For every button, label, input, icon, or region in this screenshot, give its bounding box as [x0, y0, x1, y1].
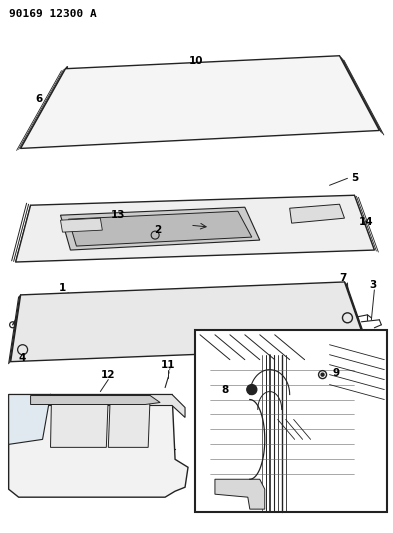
- Text: 3: 3: [370, 280, 377, 290]
- Text: 90169 12300 A: 90169 12300 A: [9, 9, 96, 19]
- Circle shape: [321, 373, 324, 376]
- Polygon shape: [20, 56, 379, 148]
- Polygon shape: [215, 479, 265, 509]
- Text: 9: 9: [333, 368, 340, 377]
- Text: 8: 8: [221, 385, 228, 394]
- Text: 2: 2: [154, 225, 162, 235]
- Polygon shape: [16, 195, 375, 262]
- Polygon shape: [51, 395, 108, 447]
- Polygon shape: [31, 395, 160, 405]
- Text: 10: 10: [189, 56, 203, 66]
- Text: 11: 11: [161, 360, 175, 370]
- Polygon shape: [9, 394, 188, 497]
- Polygon shape: [9, 394, 185, 417]
- Text: 1: 1: [59, 283, 66, 293]
- Bar: [195, 330, 387, 512]
- Polygon shape: [61, 207, 260, 250]
- Polygon shape: [108, 395, 150, 447]
- Circle shape: [247, 385, 257, 394]
- Text: 5: 5: [351, 173, 358, 183]
- Polygon shape: [9, 394, 51, 445]
- Polygon shape: [61, 218, 102, 232]
- Polygon shape: [11, 282, 367, 362]
- Text: 4: 4: [19, 353, 26, 362]
- Text: 12: 12: [101, 369, 116, 379]
- Text: 14: 14: [359, 217, 374, 227]
- Polygon shape: [68, 211, 252, 246]
- Polygon shape: [290, 204, 345, 223]
- Text: 6: 6: [35, 94, 42, 103]
- Text: 13: 13: [111, 210, 125, 220]
- Text: 7: 7: [339, 273, 346, 283]
